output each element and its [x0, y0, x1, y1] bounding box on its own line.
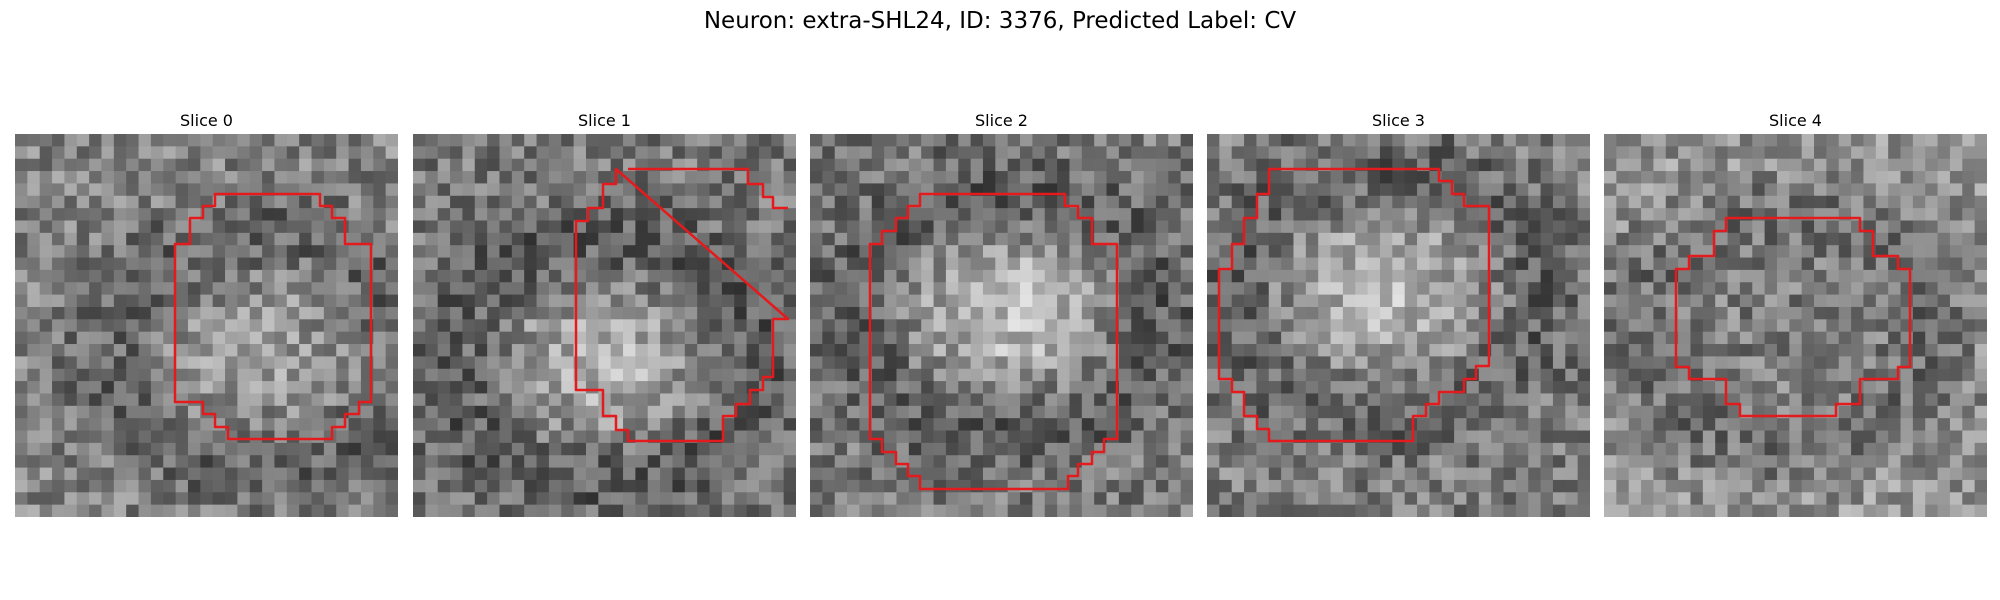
slice-panel-4: Slice 4 — [1604, 108, 1987, 517]
slice-title: Slice 3 — [1207, 108, 1590, 134]
slice-title: Slice 1 — [413, 108, 796, 134]
slice-image — [1604, 134, 1987, 517]
slice-panel-2: Slice 2 — [810, 108, 1193, 517]
slice-title: Slice 4 — [1604, 108, 1987, 134]
slice-image — [1207, 134, 1590, 517]
figure-title: Neuron: extra-SHL24, ID: 3376, Predicted… — [0, 8, 2000, 34]
slice-panel-3: Slice 3 — [1207, 108, 1590, 517]
slice-panel-1: Slice 1 — [413, 108, 796, 517]
slice-image — [15, 134, 398, 517]
slice-image — [413, 134, 796, 517]
slice-title: Slice 0 — [15, 108, 398, 134]
slice-image — [810, 134, 1193, 517]
slice-panel-0: Slice 0 — [15, 108, 398, 517]
slice-title: Slice 2 — [810, 108, 1193, 134]
